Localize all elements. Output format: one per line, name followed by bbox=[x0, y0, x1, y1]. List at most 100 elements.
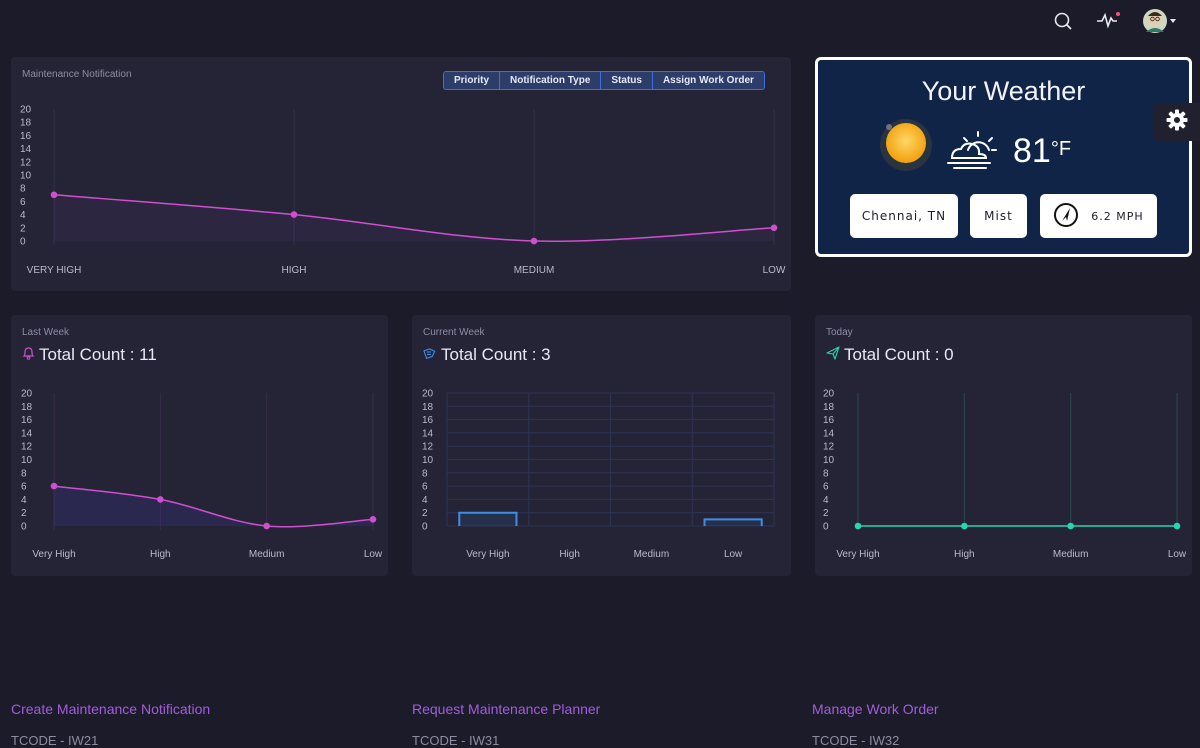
y-tick-label: 16 bbox=[21, 415, 33, 426]
x-tick-label: Low bbox=[364, 549, 383, 560]
temperature-value: 81 bbox=[1013, 132, 1051, 170]
create-maintenance-notification-link[interactable]: Create Maintenance Notification bbox=[11, 701, 211, 717]
y-tick-label: 6 bbox=[422, 482, 428, 493]
y-tick-label: 8 bbox=[422, 468, 428, 479]
x-tick-label: HIGH bbox=[282, 265, 307, 276]
y-tick-label: 10 bbox=[823, 455, 835, 466]
y-tick-label: 4 bbox=[823, 495, 829, 506]
bar bbox=[703, 518, 763, 526]
ticket-icon bbox=[423, 346, 437, 365]
y-tick-label: 0 bbox=[422, 522, 428, 533]
x-tick-label: Low bbox=[724, 549, 743, 560]
y-tick-label: 0 bbox=[823, 522, 829, 533]
send-icon bbox=[826, 345, 840, 365]
y-tick-label: 4 bbox=[20, 210, 26, 221]
x-tick-label: MEDIUM bbox=[514, 265, 555, 276]
x-tick-label: Medium bbox=[249, 549, 285, 560]
y-tick-label: 12 bbox=[422, 442, 434, 453]
total-count: Total Count : 11 bbox=[39, 345, 157, 364]
data-point bbox=[369, 516, 377, 523]
x-tick-label: Low bbox=[1168, 549, 1187, 560]
temperature-unit: °F bbox=[1050, 138, 1072, 160]
last-week-card: Last Week Total Count : 11 0 2 4 6 8 10 12 14 16… bbox=[11, 315, 388, 576]
wind-label: 6.2 MPH bbox=[1091, 209, 1144, 223]
y-tick-label: 14 bbox=[21, 428, 33, 439]
tab-assign-work-order[interactable]: Assign Work Order bbox=[652, 72, 764, 89]
x-tick-label: LOW bbox=[763, 265, 786, 276]
y-tick-label: 10 bbox=[21, 455, 33, 466]
count-header: Total Count : 3 bbox=[423, 345, 551, 365]
today-card: Today Total Count : 0 0 2 4 6 8 10 12 14 16 18 20 V… bbox=[815, 315, 1192, 576]
current-week-card: Current Week Total Count : 3 0 2 4 6 8 10 12 14… bbox=[412, 315, 791, 576]
y-tick-label: 12 bbox=[823, 442, 835, 453]
y-tick-label: 10 bbox=[20, 171, 32, 182]
tcode-label: TCODE - IW32 bbox=[812, 733, 900, 748]
series-line bbox=[53, 194, 775, 242]
count-header: Total Count : 0 bbox=[826, 345, 954, 365]
last-week-chart: 0 2 4 6 8 10 12 14 16 18 20 Very High High Medium Low bbox=[21, 389, 383, 561]
y-tick-label: 20 bbox=[20, 105, 32, 116]
data-point bbox=[263, 522, 270, 530]
data-point bbox=[961, 522, 968, 530]
card-period: Current Week bbox=[423, 327, 485, 338]
tab-notification-type[interactable]: Notification Type bbox=[500, 72, 602, 89]
manage-work-order-link[interactable]: Manage Work Order bbox=[812, 701, 939, 717]
today-chart: 0 2 4 6 8 10 12 14 16 18 20 Very High High Medium Low bbox=[823, 389, 1187, 561]
condition-pill: Mist bbox=[970, 194, 1027, 238]
settings-tab[interactable] bbox=[1154, 103, 1200, 141]
x-tick-label: Medium bbox=[1053, 549, 1089, 560]
tab-priority[interactable]: Priority bbox=[444, 72, 501, 89]
y-tick-label: 18 bbox=[21, 402, 33, 413]
request-maintenance-planner-link[interactable]: Request Maintenance Planner bbox=[412, 701, 601, 717]
y-tick-label: 16 bbox=[823, 415, 835, 426]
x-tick-label: Very High bbox=[466, 549, 509, 560]
card-title: Maintenance Notification bbox=[22, 69, 132, 80]
y-tick-label: 14 bbox=[20, 144, 32, 155]
y-tick-label: 2 bbox=[20, 223, 26, 234]
y-tick-label: 12 bbox=[21, 442, 33, 453]
x-tick-label: High bbox=[954, 549, 975, 560]
chart-filter-tabs: Priority Notification Type Status Assign… bbox=[443, 71, 765, 90]
series-line bbox=[53, 485, 374, 528]
search-icon[interactable] bbox=[1053, 10, 1073, 37]
y-tick-label: 0 bbox=[21, 522, 27, 533]
x-tick-label: High bbox=[150, 549, 171, 560]
maintenance-notification-chart: 0 2 4 6 8 10 12 14 16 18 20 VERY HIGH HIGH MEDIUM LOW bbox=[20, 105, 786, 277]
city-label: Chennai, TN bbox=[861, 209, 947, 223]
city-pill: Chennai, TN bbox=[850, 194, 958, 238]
y-tick-label: 20 bbox=[422, 389, 434, 400]
y-tick-label: 16 bbox=[20, 131, 32, 142]
y-tick-label: 18 bbox=[823, 402, 835, 413]
avatar[interactable] bbox=[1142, 8, 1178, 39]
tab-status[interactable]: Status bbox=[601, 72, 653, 89]
y-tick-label: 2 bbox=[21, 508, 27, 519]
area-fill bbox=[54, 486, 373, 527]
y-tick-label: 6 bbox=[823, 482, 829, 493]
x-tick-label: High bbox=[559, 549, 580, 560]
y-tick-label: 4 bbox=[422, 495, 428, 506]
x-tick-label: Very High bbox=[32, 549, 75, 560]
x-tick-label: Very High bbox=[836, 549, 879, 560]
sun-icon bbox=[876, 118, 936, 183]
activity-icon[interactable] bbox=[1096, 10, 1122, 37]
data-point bbox=[530, 237, 538, 245]
wind-pill: 6.2 MPH bbox=[1040, 194, 1157, 238]
data-point bbox=[770, 224, 778, 232]
chevron-down-icon bbox=[1170, 19, 1176, 23]
y-tick-label: 16 bbox=[422, 415, 434, 426]
current-week-chart: 0 2 4 6 8 10 12 14 16 18 20 Very High High Medium Low bbox=[422, 389, 775, 560]
card-period: Today bbox=[826, 327, 853, 338]
maintenance-notification-card: Maintenance Notification Priority Notifi… bbox=[11, 57, 791, 291]
condition-label: Mist bbox=[984, 209, 1013, 223]
data-point bbox=[290, 211, 298, 218]
data-point bbox=[50, 191, 58, 199]
data-point bbox=[854, 522, 862, 530]
data-point bbox=[1067, 522, 1074, 530]
bar bbox=[458, 511, 518, 526]
y-tick-label: 20 bbox=[823, 389, 835, 400]
y-tick-label: 8 bbox=[21, 468, 27, 479]
weather-title: Your Weather bbox=[921, 76, 1086, 106]
y-tick-label: 20 bbox=[21, 389, 33, 400]
tcode-label: TCODE - IW31 bbox=[412, 733, 500, 748]
y-tick-label: 14 bbox=[422, 428, 434, 439]
